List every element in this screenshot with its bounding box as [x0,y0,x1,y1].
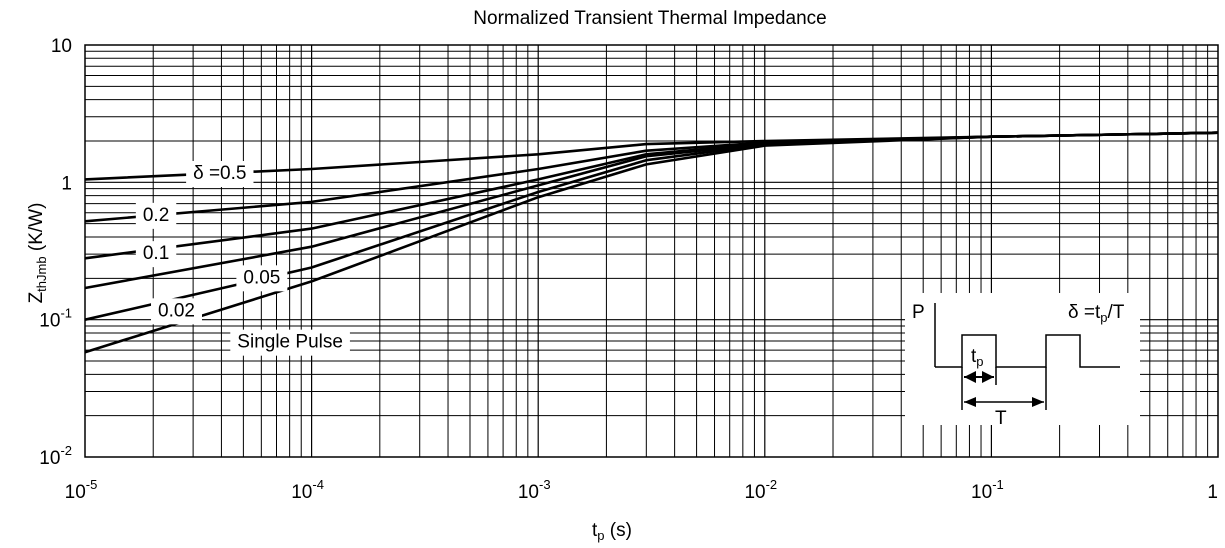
curve-label-text: δ =0.5 [193,163,246,184]
y-tick-label: 10 [51,36,72,57]
inset-duty-tail: /T [1107,302,1124,323]
x-axis-label: tp (s) [592,520,632,543]
curve-3 [84,131,1219,290]
y-tick-base: 10 [51,36,72,57]
x-tick-base: 1 [1207,482,1218,503]
inset-power-label: P [912,302,925,323]
curve-label-bg [236,265,288,292]
curve-label-bg [135,241,177,268]
inset-pulse-train [935,334,1120,368]
curve-label-4: 0.02 [151,298,202,325]
curve-1 [84,131,1219,223]
curve-label-1: 0.2 [135,202,177,229]
inset-tp-label: tp [971,346,984,369]
curve-label-0: δ =0.5 [186,160,254,187]
x-tick-label: 10-1 [971,477,1004,503]
curve-labels: δ =0.5 0.2 0.1 0.05 0.02 Single Pulse [135,160,350,356]
curve-label-bg [151,298,202,325]
inset-period-arrowhead-left [964,397,976,407]
curve-label-text: Single Pulse [237,332,343,353]
curve-label-text: 0.1 [143,243,169,264]
y-tick-base: 10 [39,448,60,469]
y-tick-exp: -1 [60,306,72,321]
curves [84,131,1219,354]
curve-label-bg [186,160,254,187]
inset-period-arrowhead-right [1032,397,1044,407]
curve-label-2: 0.1 [135,241,177,268]
y-tick-base: 10 [39,311,60,332]
x-tick-label: 10-4 [291,477,324,503]
x-tick-exp: -1 [992,477,1004,492]
x-tick-base: 10 [291,482,312,503]
x-axis-label-main: t [592,520,598,541]
curve-4 [84,131,1219,321]
inset-background [905,293,1140,425]
curve-label-text: 0.2 [143,205,169,226]
inset-period-label: T [995,408,1007,429]
curve-label-text: 0.05 [243,267,280,288]
x-tick-base: 10 [971,482,992,503]
y-axis-label-sub: thJmb [34,256,49,291]
x-tick-exp: -2 [766,477,778,492]
inset-duty-delta: δ =t [1068,302,1101,323]
inset-duty-sub: p [1100,310,1107,325]
x-tick-exp: -5 [86,477,98,492]
y-tick-label: 10-1 [39,306,72,332]
curve-label-3: 0.05 [236,265,288,292]
curve-label-text: 0.02 [158,300,195,321]
curve-label-bg [230,329,350,356]
x-axis-label-unit: (s) [605,520,632,541]
x-tick-base: 10 [744,482,765,503]
chart-title: Normalized Transient Thermal Impedance [473,8,826,29]
x-tick-exp: -3 [539,477,551,492]
y-axis-label-unit: (K/W) [26,203,47,257]
y-tick-base: 1 [61,173,72,194]
x-tick-label: 10-2 [744,477,777,503]
x-tick-exp: -4 [312,477,324,492]
y-tick-label: 1 [61,173,72,194]
x-tick-label: 1 [1207,482,1218,503]
inset-tp-sub: p [976,354,983,369]
x-tick-base: 10 [65,482,86,503]
x-tick-labels: 10-5 10-4 10-3 10-2 10-1 1 [65,477,1218,503]
inset-tp-main: t [971,346,977,367]
inset-duty-label: δ =tp/T [1068,302,1125,325]
x-tick-base: 10 [518,482,539,503]
inset-tp-arrowhead-right [982,371,994,383]
x-tick-label: 10-5 [65,477,98,503]
inset-tp-arrowhead-left [964,371,976,383]
curve-label-bg [135,202,177,229]
y-axis-label: ZthJmb (K/W) [26,203,49,304]
y-tick-label: 10-2 [39,443,72,469]
plot-frame [84,44,1219,458]
y-tick-exp: -2 [60,443,72,458]
curve-label-5: Single Pulse [230,329,350,356]
x-axis-label-sub: p [597,528,604,543]
curve-5 [84,131,1219,354]
x-tick-label: 10-3 [518,477,551,503]
y-axis-label-main: Z [26,291,47,303]
